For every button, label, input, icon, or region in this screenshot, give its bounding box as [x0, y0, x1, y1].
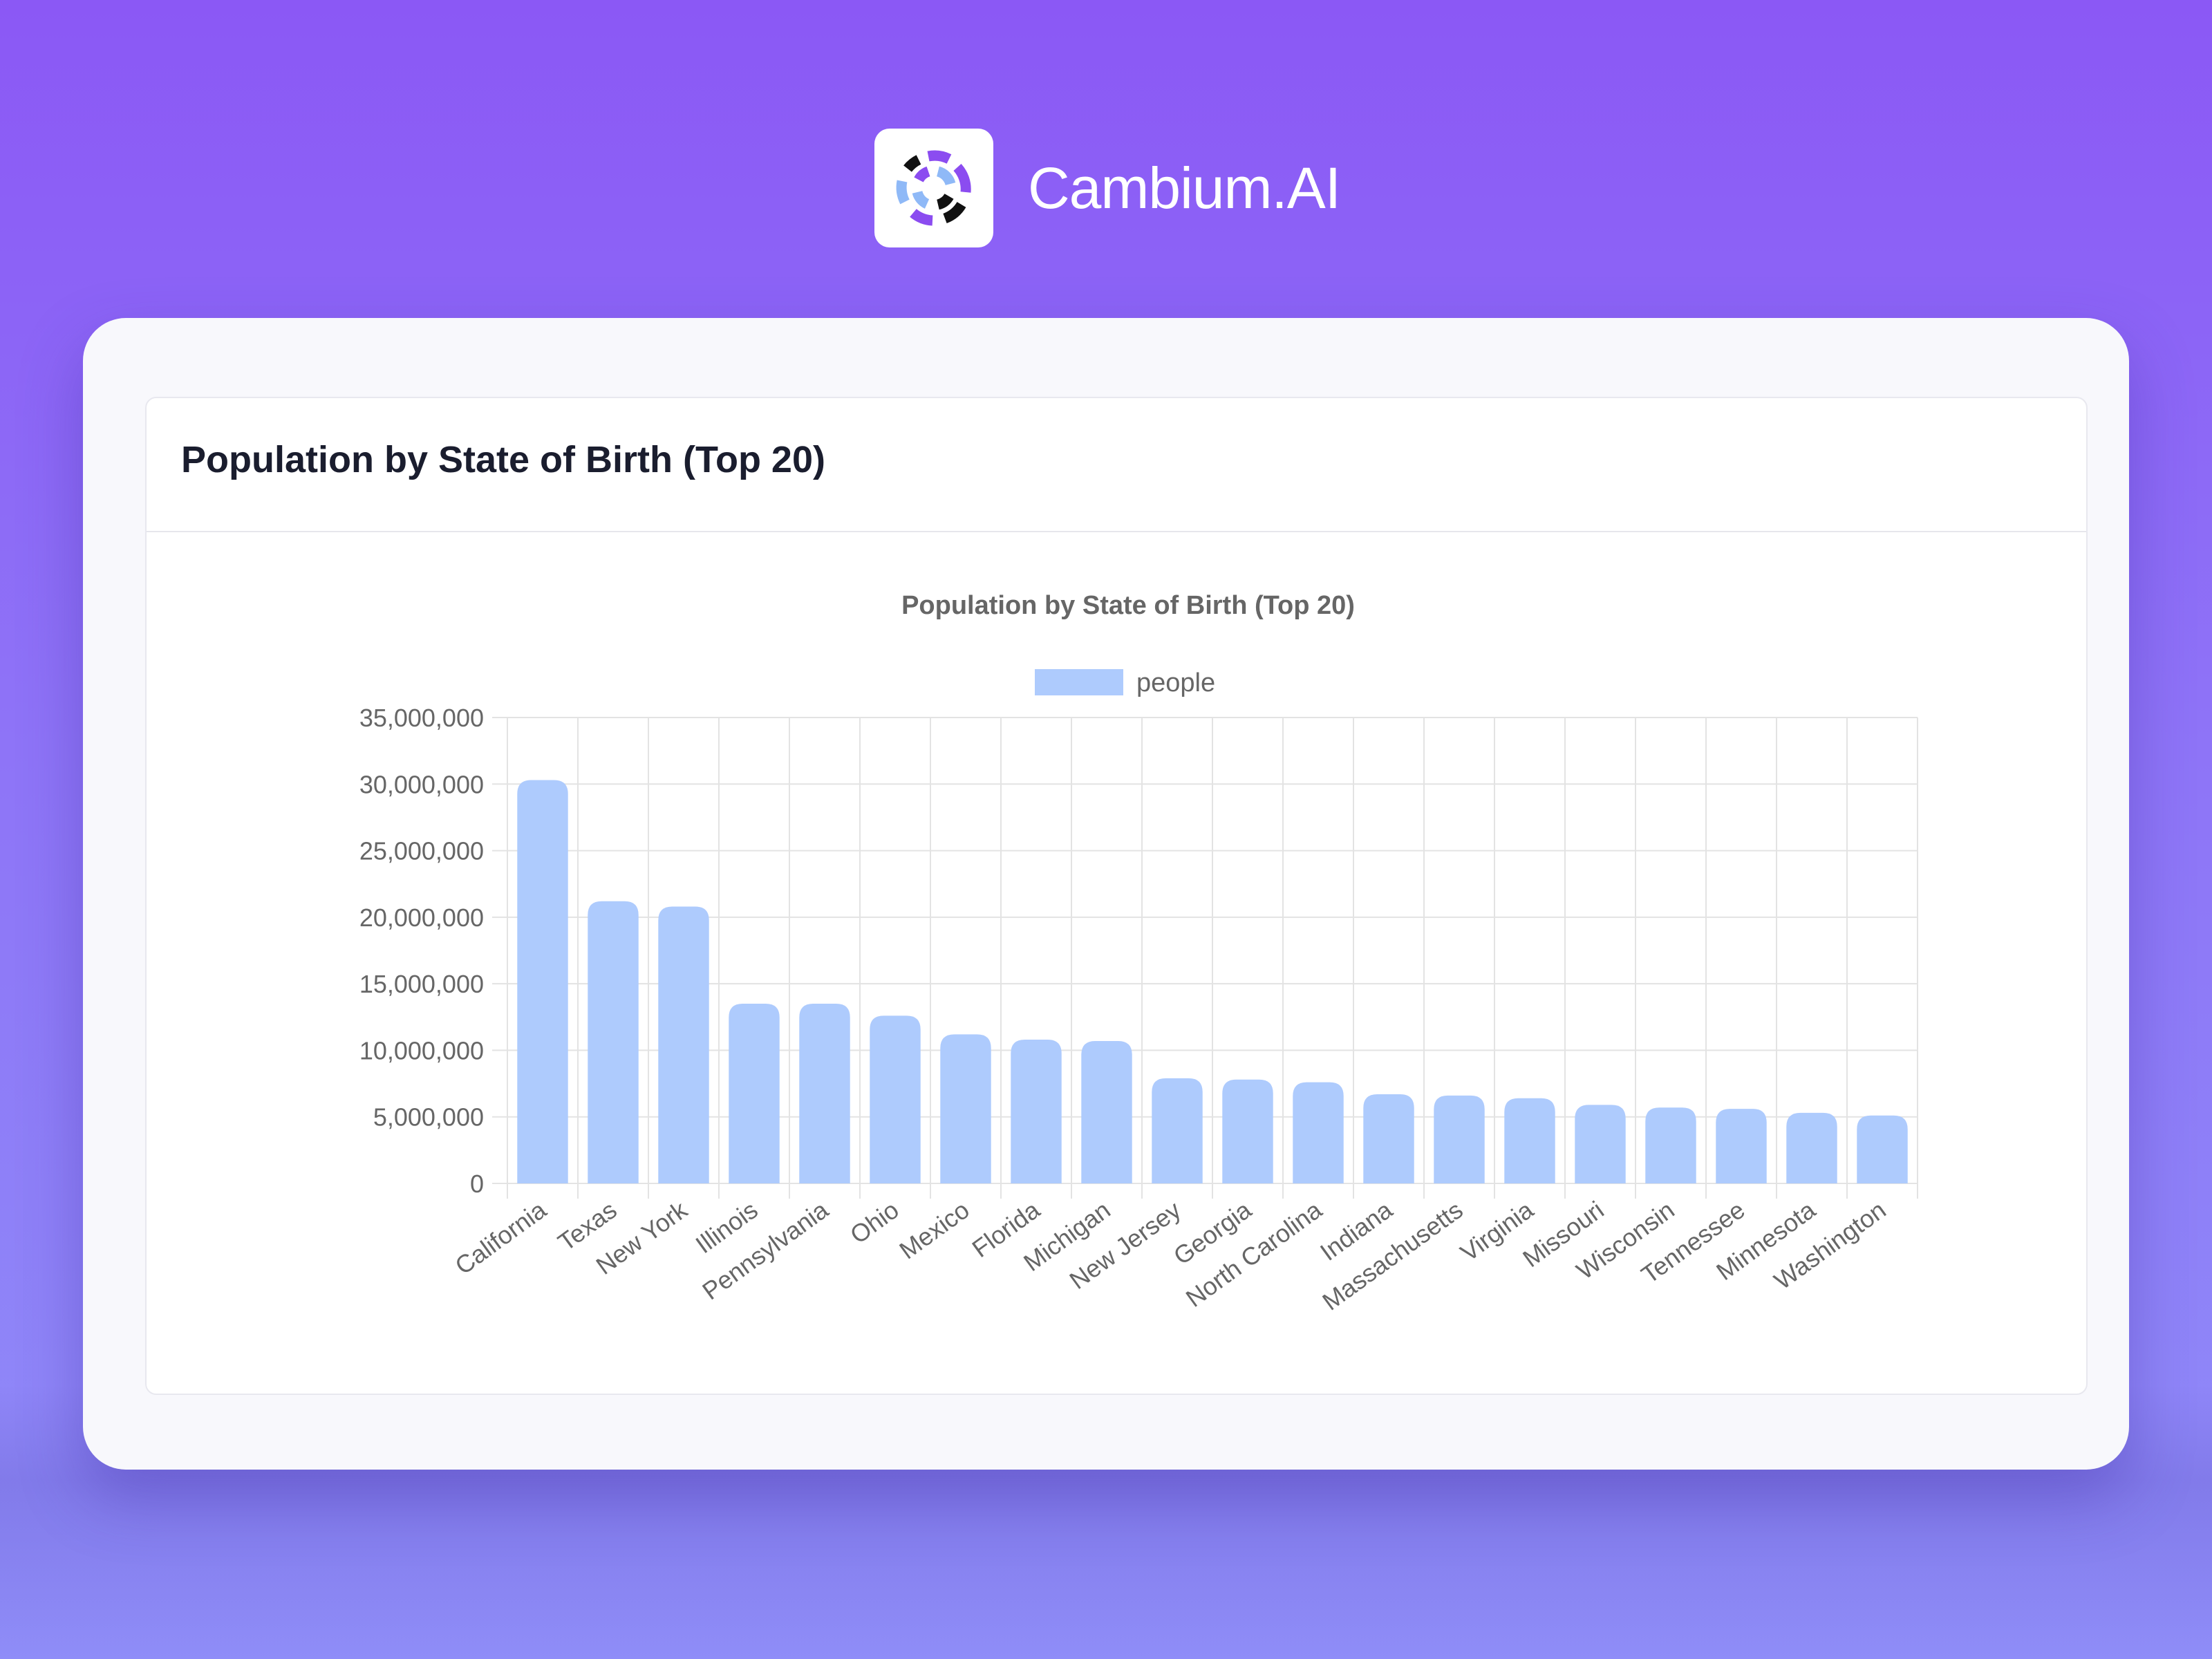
bar-chart: Population by State of Birth (Top 20) pe… — [359, 591, 1918, 1316]
bars — [517, 780, 1908, 1183]
card-title: Population by State of Birth (Top 20) — [181, 439, 825, 480]
bar — [517, 780, 568, 1183]
bar — [799, 1004, 850, 1183]
bar — [1716, 1109, 1767, 1183]
bar — [658, 906, 709, 1183]
bar — [1645, 1107, 1696, 1183]
x-tick-label: Mexico — [894, 1195, 974, 1264]
y-tick-label: 35,000,000 — [359, 704, 484, 732]
y-axis-ticks: 0 5,000,000 10,000,000 15,000,000 20,000,000… — [359, 704, 484, 1198]
chart-title: Population by State of Birth (Top 20) — [901, 591, 1355, 620]
y-tick-label: 10,000,000 — [359, 1036, 484, 1065]
y-tick-label: 0 — [470, 1170, 484, 1198]
card-header: Population by State of Birth (Top 20) — [147, 398, 2086, 532]
brand-header: Cambium.AI — [874, 129, 1341, 247]
y-tick-label: 30,000,000 — [359, 770, 484, 798]
legend-swatch — [1035, 669, 1123, 695]
bar — [1081, 1040, 1132, 1183]
bar — [1504, 1098, 1555, 1183]
bar — [1152, 1078, 1203, 1183]
bar — [940, 1034, 991, 1183]
bar — [1786, 1112, 1837, 1183]
x-tick-label: California — [450, 1195, 552, 1280]
y-tick-label: 25,000,000 — [359, 837, 484, 865]
brand-name: Cambium.AI — [1028, 155, 1341, 221]
y-tick-label: 5,000,000 — [373, 1103, 484, 1132]
bar — [1363, 1094, 1414, 1183]
bar — [870, 1015, 921, 1183]
bar — [1222, 1079, 1273, 1183]
chart-legend: people — [1035, 668, 1215, 697]
chart-card: Population by State of Birth (Top 20) Po… — [145, 397, 2088, 1395]
bar — [588, 901, 639, 1183]
bar — [1575, 1105, 1626, 1183]
bar — [1011, 1040, 1062, 1183]
bar — [729, 1004, 780, 1183]
cambium-logo-icon — [874, 129, 993, 247]
bar — [1434, 1095, 1485, 1183]
bar — [1857, 1115, 1908, 1183]
legend-label: people — [1136, 668, 1215, 697]
bar — [1293, 1082, 1344, 1183]
y-tick-label: 15,000,000 — [359, 970, 484, 998]
y-tick-label: 20,000,000 — [359, 903, 484, 932]
